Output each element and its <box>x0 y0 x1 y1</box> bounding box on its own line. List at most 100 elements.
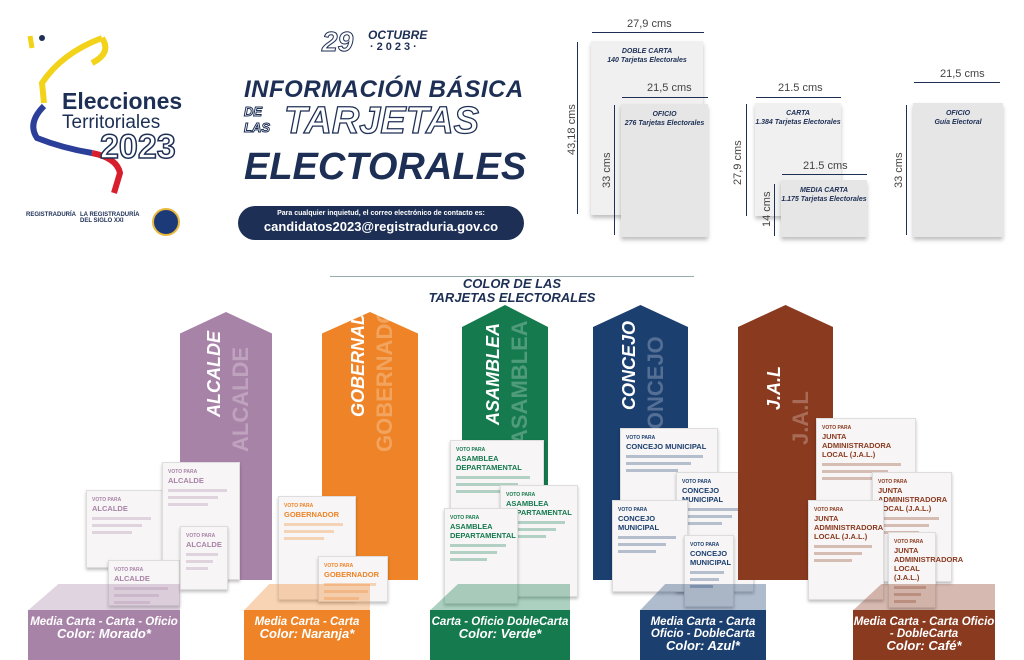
ballot-line <box>456 476 530 479</box>
ballot-prefix: VOTO PARA <box>284 503 314 509</box>
ballot-card: VOTO PARA ALCALDE <box>86 490 164 568</box>
registraduria-siglo-xxi-logo: LA REGISTRADURÍA DEL SIGLO XXI <box>80 212 140 224</box>
column-formats: Media Carta - Carta Oficio - DobleCarta <box>853 616 995 640</box>
column-label-box: Media Carta - Carta Oficio - DobleCarta C… <box>853 610 995 660</box>
height-arrow <box>774 184 775 236</box>
ballot-line <box>690 571 725 574</box>
ballot-line <box>284 537 324 540</box>
ballot-office: ASAMBLEA DEPARTAMENTAL <box>450 522 516 540</box>
ballot-card: VOTO PARA JUNTA ADMINISTRADORA LOCAL (J.A… <box>888 532 963 608</box>
ballot-line <box>814 559 853 562</box>
ballot-office: CONCEJO MUNICIPAL <box>618 514 660 532</box>
ballot-line <box>682 522 722 525</box>
ballot-line <box>506 521 566 524</box>
ballot-line <box>682 515 732 518</box>
section-title: COLOR DE LAS TARJETAS ELECTORALES <box>330 276 694 305</box>
size-width-label: 21,5 cms <box>647 82 692 94</box>
ballot-line <box>284 523 344 526</box>
ballot-office: JUNTA ADMINISTRADORA LOCAL (J.A.L.) <box>822 432 891 459</box>
ballot-office: ASAMBLEA DEPARTAMENTAL <box>506 499 572 517</box>
title-line-3: ELECTORALES <box>244 146 527 188</box>
ballot-line <box>822 470 888 473</box>
date-month: OCTUBRE <box>368 28 428 42</box>
ballot-line <box>450 544 506 547</box>
ballot-line <box>626 462 691 465</box>
size-height-label: 27,9 cms <box>732 140 744 185</box>
size-height-label: 14 cms <box>761 191 773 227</box>
ballot-office: GOBERNADOR <box>324 570 380 579</box>
width-arrow <box>622 97 708 98</box>
logo-text-territoriales: Territoriales <box>62 112 161 133</box>
width-arrow <box>782 174 867 175</box>
title-las: LAS <box>244 120 271 136</box>
ballot-line <box>92 524 142 527</box>
ballot-office: JUNTA ADMINISTRADORA LOCAL (J.A.L.) <box>878 486 947 513</box>
ballot-card: VOTO PARA GOBERNADOR <box>318 556 388 602</box>
column-title-shadow: J.A.L <box>787 391 813 445</box>
ballot-prefix: VOTO PARA <box>878 479 908 485</box>
column-formats: Media Carta - Carta - Oficio <box>30 616 178 628</box>
ballot-line <box>114 601 150 604</box>
ballot-prefix: VOTO PARA <box>814 507 844 513</box>
ballot-line <box>822 477 875 480</box>
logo-text-year: 2023 <box>99 127 176 167</box>
contact-email[interactable]: candidatos2023@registraduria.gov.co <box>263 219 499 234</box>
ballot-line <box>456 490 506 493</box>
ballot-card: VOTO PARA ALCALDE <box>108 560 180 606</box>
size-desc: 1.175 Tarjetas Electorales <box>781 196 867 203</box>
ballot-line <box>690 585 713 588</box>
ballot-prefix: VOTO PARA <box>618 507 648 513</box>
width-arrow <box>914 82 1000 83</box>
column-color: Color: Morado* <box>57 626 151 641</box>
column-label-box: Media Carta - Carta Oficio - DobleCarta C… <box>640 610 766 660</box>
ballot-line <box>618 550 657 553</box>
width-arrow <box>592 32 704 33</box>
column-title: ALCALDE <box>204 331 224 417</box>
title-line-2: TARJETAS <box>283 99 479 142</box>
ballot-prefix: VOTO PARA <box>168 469 198 475</box>
democracy-seal-icon <box>152 208 180 236</box>
title-line-1: INFORMACIÓN BÁSICA <box>244 76 524 103</box>
ballot-card: VOTO PARA ALCALDE <box>180 526 228 590</box>
ballot-office: ALCALDE <box>168 476 204 485</box>
ballot-line <box>450 558 488 561</box>
ballot-prefix: VOTO PARA <box>114 567 144 573</box>
ballot-office: ALCALDE <box>92 504 128 513</box>
size-width-label: 21,5 cms <box>940 68 985 80</box>
section-title-line-2: TARJETAS ELECTORALES <box>428 290 596 305</box>
ballot-office: GOBERNADOR <box>284 510 340 519</box>
column-label-box: Carta - Oficio DobleCarta Color: Verde* <box>430 610 570 660</box>
ballot-line <box>618 543 666 546</box>
ballot-card: VOTO PARA CONCEJO MUNICIPAL <box>684 535 734 607</box>
ballot-prefix: VOTO PARA <box>324 563 354 569</box>
ballot-line <box>186 567 208 570</box>
date-day: 29 <box>321 26 354 58</box>
section-title-line-1: COLOR DE LAS <box>462 276 562 291</box>
ballot-line <box>324 590 368 593</box>
height-arrow <box>614 105 615 235</box>
ballot-line <box>92 517 152 520</box>
ballot-line <box>878 524 929 527</box>
ballot-office: CONCEJO MUNICIPAL <box>682 486 724 504</box>
ballot-line <box>814 552 862 555</box>
column-title-shadow: ASAMBLEA <box>507 320 532 445</box>
size-name: DOBLE CARTA <box>621 48 673 55</box>
ballot-line <box>894 600 916 603</box>
ballot-line <box>626 469 678 472</box>
ballot-line <box>456 483 518 486</box>
ballot-prefix: VOTO PARA <box>682 479 712 485</box>
height-arrow <box>906 105 907 235</box>
column-label-box: Media Carta - Carta - Oficio Color: Morad… <box>28 610 180 660</box>
size-desc: 140 Tarjetas Electorales <box>607 57 687 64</box>
ballot-card: VOTO PARA CONCEJO MUNICIPAL <box>612 500 688 592</box>
ballot-prefix: VOTO PARA <box>186 533 216 539</box>
size-name: MEDIA CARTA <box>799 187 849 194</box>
ballot-line <box>324 597 359 600</box>
ballot-prefix: VOTO PARA <box>92 497 122 503</box>
ballot-line <box>506 535 546 538</box>
size-name: OFICIO <box>652 111 677 118</box>
ballot-line <box>324 583 377 586</box>
size-desc: 276 Tarjetas Electorales <box>624 120 705 127</box>
column-formats: Media Carta - Carta <box>254 616 360 628</box>
column-title: CONCEJO <box>618 320 639 410</box>
